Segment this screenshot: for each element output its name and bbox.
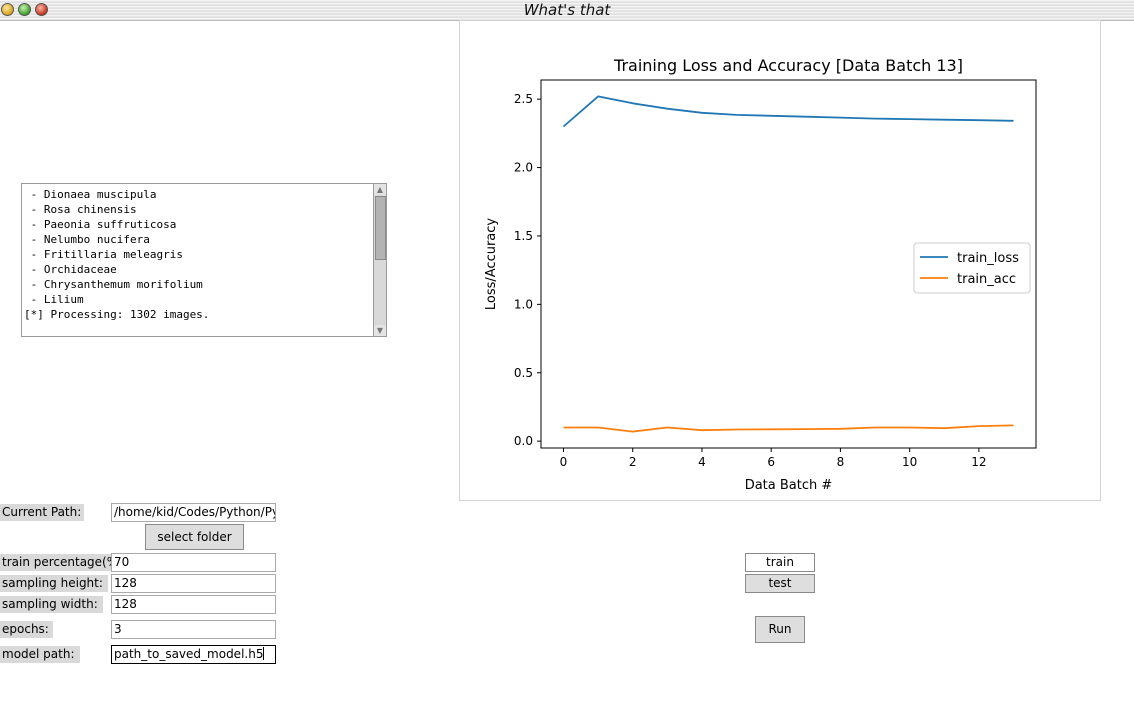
sampling-width-label: sampling width: [0,596,103,613]
log-textarea[interactable]: - Dionaea muscipula - Rosa chinensis - P… [21,183,387,337]
run-button[interactable]: Run [755,616,805,643]
model-path-label: model path: [0,646,80,663]
log-line: - Chrysanthemum morifolium [24,278,203,291]
current-path-label: Current Path: [0,504,84,521]
train-percentage-label: train percentage(% [0,554,111,571]
y-tick-label: 2.0 [514,161,533,175]
x-tick-label: 6 [767,455,775,469]
y-tick-label: 1.0 [514,297,533,311]
scroll-thumb[interactable] [375,196,386,260]
y-tick-label: 1.5 [514,229,533,243]
legend-label: train_acc [957,272,1016,287]
close-window-icon[interactable] [1,3,14,16]
training-chart-panel: Training Loss and Accuracy [Data Batch 1… [459,20,1101,501]
title-bar: What's that [0,0,1134,21]
log-line: - Paeonia suffruticosa [24,218,177,231]
log-line: - Dionaea muscipula [24,188,157,201]
log-line: - Rosa chinensis [24,203,137,216]
log-line: - Nelumbo nucifera [24,233,150,246]
log-line: - Fritillaria meleagris [24,248,183,261]
train-percentage-field[interactable]: 70 [111,553,276,572]
x-tick-label: 2 [629,455,637,469]
y-tick-label: 2.5 [514,92,533,106]
text-caret [263,647,265,660]
test-mode-button[interactable]: test [745,574,815,593]
current-path-field[interactable]: /home/kid/Codes/Python/Py [111,503,276,522]
legend-label: train_loss [957,251,1019,266]
log-text: - Dionaea muscipula - Rosa chinensis - P… [24,187,374,322]
plot-area [540,79,1037,449]
log-line: - Lilium [24,293,84,306]
scroll-down-icon[interactable]: ▼ [374,325,386,336]
x-tick-label: 8 [837,455,845,469]
scroll-up-icon[interactable]: ▲ [374,184,386,195]
y-axis-label: Loss/Accuracy [484,218,499,311]
log-line: - Orchidaceae [24,263,117,276]
maximize-window-icon[interactable] [35,3,48,16]
train-mode-button[interactable]: train [745,553,815,572]
x-tick-label: 4 [698,455,706,469]
chart-title: Training Loss and Accuracy [Data Batch 1… [613,56,963,75]
x-tick-label: 12 [971,455,986,469]
sampling-height-label: sampling height: [0,575,108,592]
training-chart: Training Loss and Accuracy [Data Batch 1… [484,56,1037,493]
sampling-width-field[interactable]: 128 [111,595,276,614]
legend [913,242,1031,294]
minimize-window-icon[interactable] [18,3,31,16]
x-tick-label: 0 [560,455,568,469]
x-tick-label: 10 [902,455,917,469]
epochs-label: epochs: [0,621,53,638]
window-title: What's that [523,1,611,19]
series-line-train-acc [563,424,1014,433]
x-axis-label: Data Batch # [745,478,833,493]
log-scrollbar[interactable]: ▲ ▼ [373,184,386,336]
series-line-train-loss [562,95,1014,128]
sampling-height-field[interactable]: 128 [111,574,276,593]
y-tick-label: 0.0 [514,434,533,448]
model-path-value: path_to_saved_model.h5 [114,647,264,661]
select-folder-button[interactable]: select folder [145,524,244,550]
epochs-field[interactable]: 3 [111,620,276,639]
y-tick-label: 0.5 [514,366,533,380]
model-path-field[interactable]: path_to_saved_model.h5 [111,645,276,664]
log-line: [*] Processing: 1302 images. [24,308,210,321]
